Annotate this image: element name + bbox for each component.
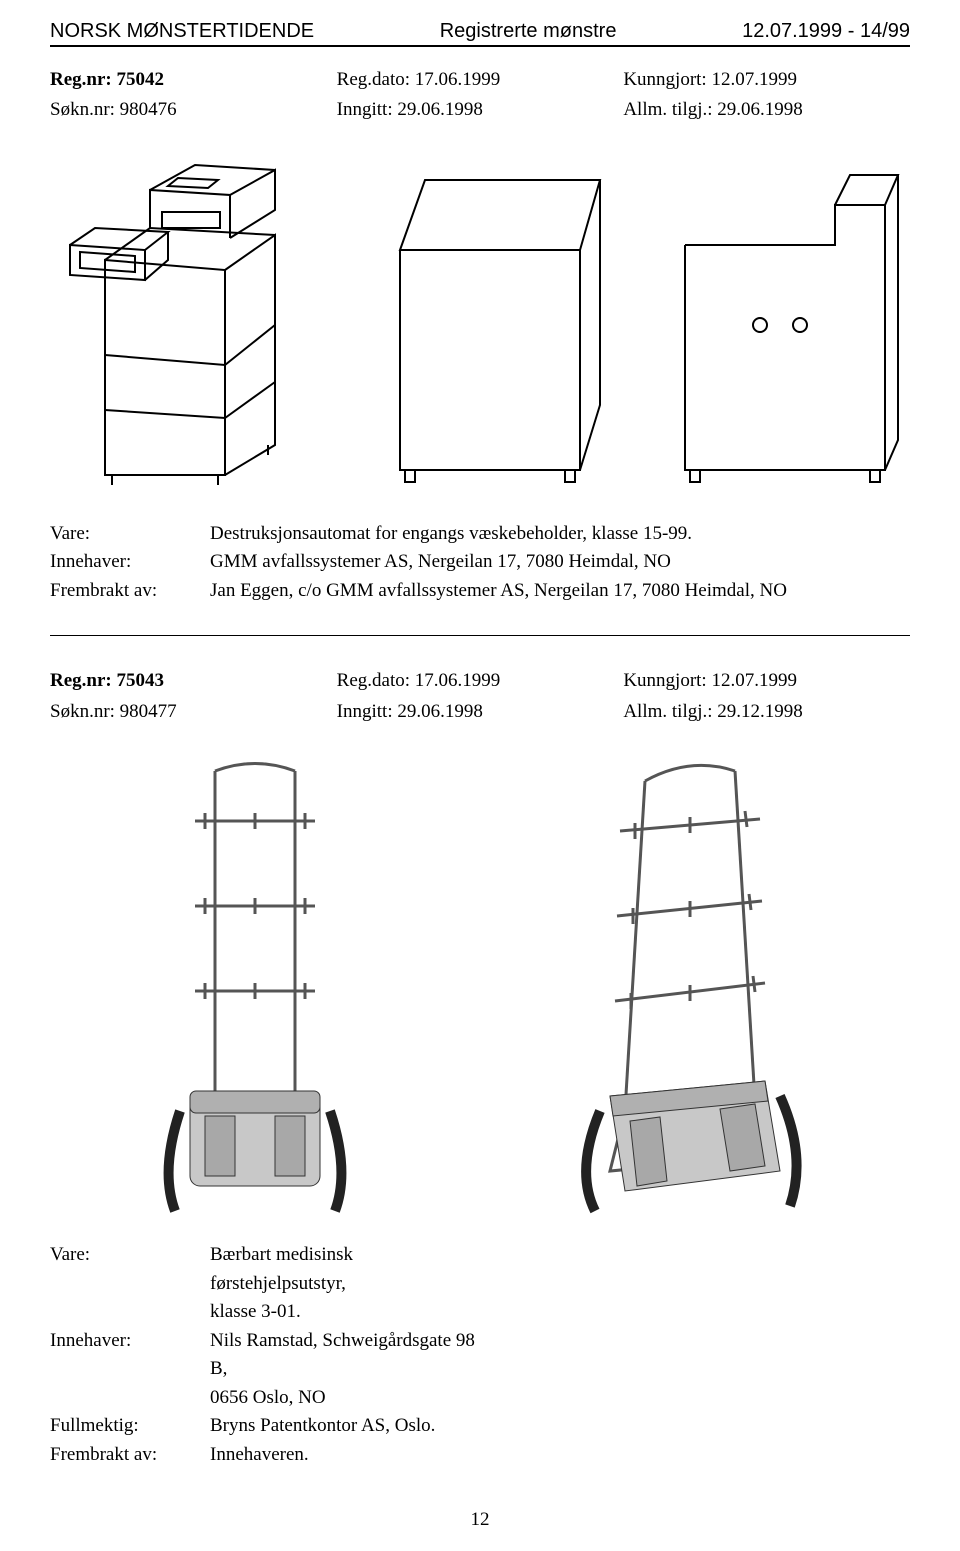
entry1-header: Reg.nr: 75042 Reg.dato: 17.06.1999 Kunng…	[50, 65, 910, 126]
entry1-frembrakt-label: Frembrakt av:	[50, 577, 210, 606]
entry1-vare-label: Vare:	[50, 520, 210, 549]
entry2-innehaver-value1: Nils Ramstad, Schweigårdsgate 98 B,	[210, 1327, 480, 1384]
entry2-figure-side	[555, 751, 815, 1221]
entry2-regnr: Reg.nr: 75043	[50, 666, 337, 696]
entry1-innehaver-value: GMM avfallssystemer AS, Nergeilan 17, 70…	[210, 548, 910, 577]
entry2-figures	[50, 741, 910, 1221]
header-right: 12.07.1999 - 14/99	[742, 20, 910, 43]
entry2-vare-label: Vare:	[50, 1241, 210, 1327]
entry2-regdato: Reg.dato: 17.06.1999	[337, 666, 624, 696]
entry1-allm: Allm. tilgj.: 29.06.1998	[623, 95, 910, 125]
entry2-vare-value2: klasse 3-01.	[210, 1298, 480, 1327]
entry2-soknnr: Søkn.nr: 980477	[50, 697, 337, 727]
header-left: NORSK MØNSTERTIDENDE	[50, 20, 314, 43]
entry1-figures	[50, 140, 910, 490]
entry2-figure-front	[145, 751, 365, 1221]
entry2-allm: Allm. tilgj.: 29.12.1998	[623, 697, 910, 727]
entry2-innehaver-label: Innehaver:	[50, 1327, 210, 1413]
entry1-vare-value: Destruksjonsautomat for engangs væskebeh…	[210, 520, 910, 549]
entry1-soknnr: Søkn.nr: 980476	[50, 95, 337, 125]
entry1-figure-front2	[660, 160, 910, 490]
entry2-vare-value1: Bærbart medisinsk førstehjelpsutstyr,	[210, 1241, 480, 1298]
entry2-fullmektig-label: Fullmektig:	[50, 1412, 210, 1441]
entry1-innehaver-label: Innehaver:	[50, 548, 210, 577]
entry2-details: Vare: Bærbart medisinsk førstehjelpsutst…	[50, 1241, 480, 1469]
entry2-fullmektig-value: Bryns Patentkontor AS, Oslo.	[210, 1412, 480, 1441]
entry2-details-wrap: Vare: Bærbart medisinsk førstehjelpsutst…	[50, 1241, 910, 1479]
entry2-kunngjort: Kunngjort: 12.07.1999	[623, 666, 910, 696]
entry1-regnr: Reg.nr: 75042	[50, 65, 337, 95]
page-number: 12	[50, 1509, 910, 1531]
entry1-frembrakt-value: Jan Eggen, c/o GMM avfallssystemer AS, N…	[210, 577, 910, 606]
entry1-kunngjort: Kunngjort: 12.07.1999	[623, 65, 910, 95]
entry1-inngitt: Inngitt: 29.06.1998	[337, 95, 624, 125]
entry1-figure-front1	[370, 160, 610, 490]
entry2-frembrakt-value: Innehaveren.	[210, 1441, 480, 1470]
entry2-header: Reg.nr: 75043 Reg.dato: 17.06.1999 Kunng…	[50, 666, 910, 727]
entry2-innehaver-value2: 0656 Oslo, NO	[210, 1384, 480, 1413]
entry1-figure-isometric	[50, 150, 320, 490]
entry2-frembrakt-label: Frembrakt av:	[50, 1441, 210, 1470]
entry2-inngitt: Inngitt: 29.06.1998	[337, 697, 624, 727]
entry-divider	[50, 635, 910, 636]
page-header: NORSK MØNSTERTIDENDE Registrerte mønstre…	[50, 20, 910, 47]
entry1-regdato: Reg.dato: 17.06.1999	[337, 65, 624, 95]
entry1-details: Vare: Destruksjonsautomat for engangs væ…	[50, 520, 910, 606]
header-center: Registrerte mønstre	[440, 20, 617, 43]
